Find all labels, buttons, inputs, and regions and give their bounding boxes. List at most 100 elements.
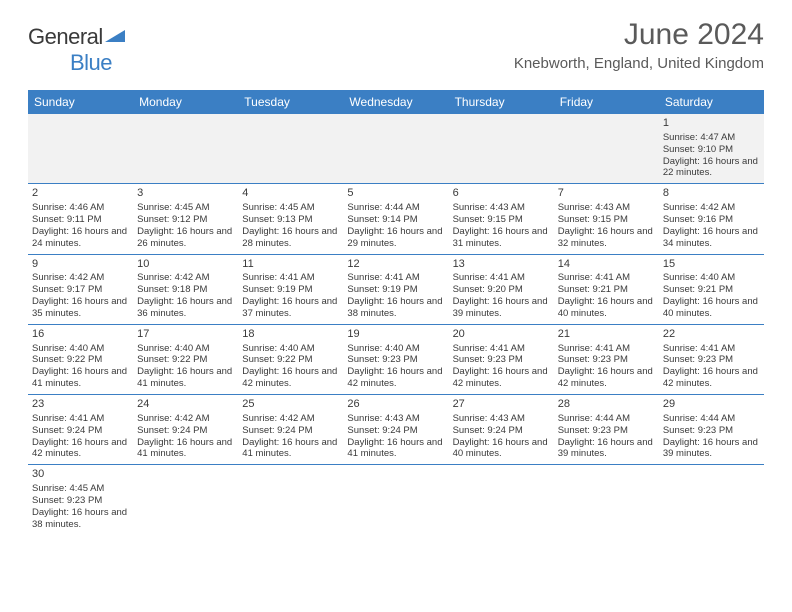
sunrise-line: Sunrise: 4:40 AM xyxy=(32,343,129,355)
day-cell: 5Sunrise: 4:44 AMSunset: 9:14 PMDaylight… xyxy=(343,184,448,253)
daylight-line: Daylight: 16 hours and 42 minutes. xyxy=(453,366,550,390)
sunrise-line: Sunrise: 4:41 AM xyxy=(242,272,339,284)
header: GeneralBlue June 2024 Knebworth, England… xyxy=(0,0,792,82)
sunrise-line: Sunrise: 4:45 AM xyxy=(32,483,129,495)
daylight-line: Daylight: 16 hours and 42 minutes. xyxy=(347,366,444,390)
sunrise-line: Sunrise: 4:43 AM xyxy=(453,202,550,214)
day-number: 18 xyxy=(242,328,339,342)
day-cell: 13Sunrise: 4:41 AMSunset: 9:20 PMDayligh… xyxy=(449,255,554,324)
sunset-line: Sunset: 9:14 PM xyxy=(347,214,444,226)
day-cell-empty xyxy=(449,465,554,534)
day-cell: 23Sunrise: 4:41 AMSunset: 9:24 PMDayligh… xyxy=(28,395,133,464)
day-cell-empty xyxy=(238,465,343,534)
day-cell-empty xyxy=(343,465,448,534)
day-cell: 4Sunrise: 4:45 AMSunset: 9:13 PMDaylight… xyxy=(238,184,343,253)
sunrise-line: Sunrise: 4:42 AM xyxy=(242,413,339,425)
day-number: 6 xyxy=(453,187,550,201)
sunrise-line: Sunrise: 4:40 AM xyxy=(347,343,444,355)
logo-sail-icon xyxy=(105,24,129,49)
logo-text: GeneralBlue xyxy=(28,24,129,76)
daylight-line: Daylight: 16 hours and 40 minutes. xyxy=(663,296,760,320)
day-cell: 12Sunrise: 4:41 AMSunset: 9:19 PMDayligh… xyxy=(343,255,448,324)
day-number: 10 xyxy=(137,258,234,272)
daylight-line: Daylight: 16 hours and 41 minutes. xyxy=(242,437,339,461)
day-number: 22 xyxy=(663,328,760,342)
sunrise-line: Sunrise: 4:45 AM xyxy=(242,202,339,214)
sunset-line: Sunset: 9:17 PM xyxy=(32,284,129,296)
sunrise-line: Sunrise: 4:41 AM xyxy=(347,272,444,284)
logo: GeneralBlue xyxy=(28,24,129,76)
daylight-line: Daylight: 16 hours and 41 minutes. xyxy=(137,366,234,390)
calendar: SundayMondayTuesdayWednesdayThursdayFrid… xyxy=(28,90,764,535)
sunset-line: Sunset: 9:23 PM xyxy=(558,425,655,437)
day-number: 24 xyxy=(137,398,234,412)
day-number: 9 xyxy=(32,258,129,272)
daylight-line: Daylight: 16 hours and 26 minutes. xyxy=(137,226,234,250)
sunset-line: Sunset: 9:24 PM xyxy=(453,425,550,437)
sunset-line: Sunset: 9:23 PM xyxy=(453,354,550,366)
day-cell: 22Sunrise: 4:41 AMSunset: 9:23 PMDayligh… xyxy=(659,325,764,394)
day-cell-empty xyxy=(659,465,764,534)
daylight-line: Daylight: 16 hours and 39 minutes. xyxy=(558,437,655,461)
sunset-line: Sunset: 9:12 PM xyxy=(137,214,234,226)
day-cell: 10Sunrise: 4:42 AMSunset: 9:18 PMDayligh… xyxy=(133,255,238,324)
day-number: 25 xyxy=(242,398,339,412)
sunrise-line: Sunrise: 4:42 AM xyxy=(663,202,760,214)
sunrise-line: Sunrise: 4:41 AM xyxy=(558,272,655,284)
calendar-grid: 1Sunrise: 4:47 AMSunset: 9:10 PMDaylight… xyxy=(28,114,764,535)
day-cell: 17Sunrise: 4:40 AMSunset: 9:22 PMDayligh… xyxy=(133,325,238,394)
sunset-line: Sunset: 9:24 PM xyxy=(32,425,129,437)
day-cell: 27Sunrise: 4:43 AMSunset: 9:24 PMDayligh… xyxy=(449,395,554,464)
daylight-line: Daylight: 16 hours and 29 minutes. xyxy=(347,226,444,250)
day-number: 21 xyxy=(558,328,655,342)
title-block: June 2024 Knebworth, England, United Kin… xyxy=(514,18,764,72)
weekday-header: Sunday xyxy=(28,90,133,114)
week-row: 30Sunrise: 4:45 AMSunset: 9:23 PMDayligh… xyxy=(28,465,764,534)
day-number: 16 xyxy=(32,328,129,342)
day-cell-empty xyxy=(343,114,448,183)
sunrise-line: Sunrise: 4:41 AM xyxy=(453,343,550,355)
daylight-line: Daylight: 16 hours and 42 minutes. xyxy=(242,366,339,390)
day-number: 11 xyxy=(242,258,339,272)
day-cell: 1Sunrise: 4:47 AMSunset: 9:10 PMDaylight… xyxy=(659,114,764,183)
location-text: Knebworth, England, United Kingdom xyxy=(514,55,764,72)
weekday-header: Thursday xyxy=(449,90,554,114)
day-cell: 26Sunrise: 4:43 AMSunset: 9:24 PMDayligh… xyxy=(343,395,448,464)
weekday-header: Wednesday xyxy=(343,90,448,114)
daylight-line: Daylight: 16 hours and 24 minutes. xyxy=(32,226,129,250)
day-cell: 30Sunrise: 4:45 AMSunset: 9:23 PMDayligh… xyxy=(28,465,133,534)
sunset-line: Sunset: 9:21 PM xyxy=(663,284,760,296)
weekday-header-row: SundayMondayTuesdayWednesdayThursdayFrid… xyxy=(28,90,764,114)
daylight-line: Daylight: 16 hours and 36 minutes. xyxy=(137,296,234,320)
day-cell: 24Sunrise: 4:42 AMSunset: 9:24 PMDayligh… xyxy=(133,395,238,464)
day-number: 8 xyxy=(663,187,760,201)
day-number: 17 xyxy=(137,328,234,342)
day-cell: 8Sunrise: 4:42 AMSunset: 9:16 PMDaylight… xyxy=(659,184,764,253)
daylight-line: Daylight: 16 hours and 35 minutes. xyxy=(32,296,129,320)
day-cell-empty xyxy=(133,114,238,183)
sunset-line: Sunset: 9:24 PM xyxy=(137,425,234,437)
sunrise-line: Sunrise: 4:43 AM xyxy=(558,202,655,214)
sunrise-line: Sunrise: 4:43 AM xyxy=(453,413,550,425)
day-number: 4 xyxy=(242,187,339,201)
day-number: 12 xyxy=(347,258,444,272)
daylight-line: Daylight: 16 hours and 32 minutes. xyxy=(558,226,655,250)
sunset-line: Sunset: 9:24 PM xyxy=(347,425,444,437)
daylight-line: Daylight: 16 hours and 39 minutes. xyxy=(663,437,760,461)
day-cell: 19Sunrise: 4:40 AMSunset: 9:23 PMDayligh… xyxy=(343,325,448,394)
day-cell-empty xyxy=(449,114,554,183)
logo-word-general: General xyxy=(28,24,103,49)
daylight-line: Daylight: 16 hours and 34 minutes. xyxy=(663,226,760,250)
day-number: 30 xyxy=(32,468,129,482)
day-number: 1 xyxy=(663,117,760,131)
sunset-line: Sunset: 9:23 PM xyxy=(663,354,760,366)
day-cell: 2Sunrise: 4:46 AMSunset: 9:11 PMDaylight… xyxy=(28,184,133,253)
day-number: 29 xyxy=(663,398,760,412)
sunset-line: Sunset: 9:21 PM xyxy=(558,284,655,296)
sunrise-line: Sunrise: 4:46 AM xyxy=(32,202,129,214)
daylight-line: Daylight: 16 hours and 38 minutes. xyxy=(32,507,129,531)
daylight-line: Daylight: 16 hours and 37 minutes. xyxy=(242,296,339,320)
month-title: June 2024 xyxy=(514,18,764,52)
sunset-line: Sunset: 9:23 PM xyxy=(32,495,129,507)
day-cell: 29Sunrise: 4:44 AMSunset: 9:23 PMDayligh… xyxy=(659,395,764,464)
